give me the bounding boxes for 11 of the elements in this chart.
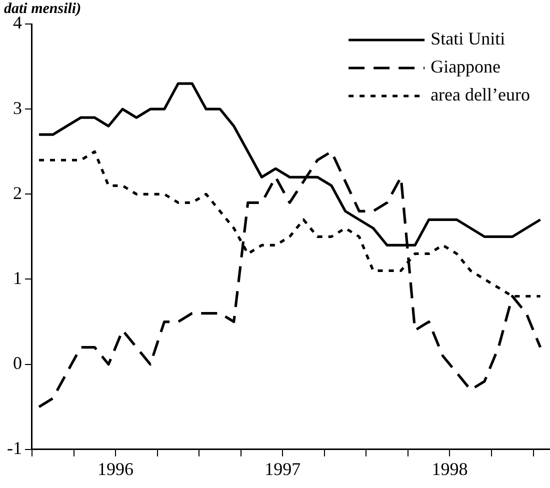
legend-label: area dell’euro	[430, 84, 530, 105]
legend-label: Stati Uniti	[430, 28, 506, 49]
x-tick-label: 1996	[98, 458, 134, 479]
legend-label: Giappone	[430, 56, 501, 77]
y-tick-label: 1	[12, 268, 22, 288]
y-tick-label: -1	[6, 438, 22, 458]
x-tick-label: 1997	[264, 458, 301, 479]
y-tick-label: 0	[12, 353, 22, 374]
y-tick-label: 2	[12, 182, 22, 203]
y-tick-label: 3	[12, 98, 22, 118]
x-tick-label: 1998	[432, 458, 468, 479]
